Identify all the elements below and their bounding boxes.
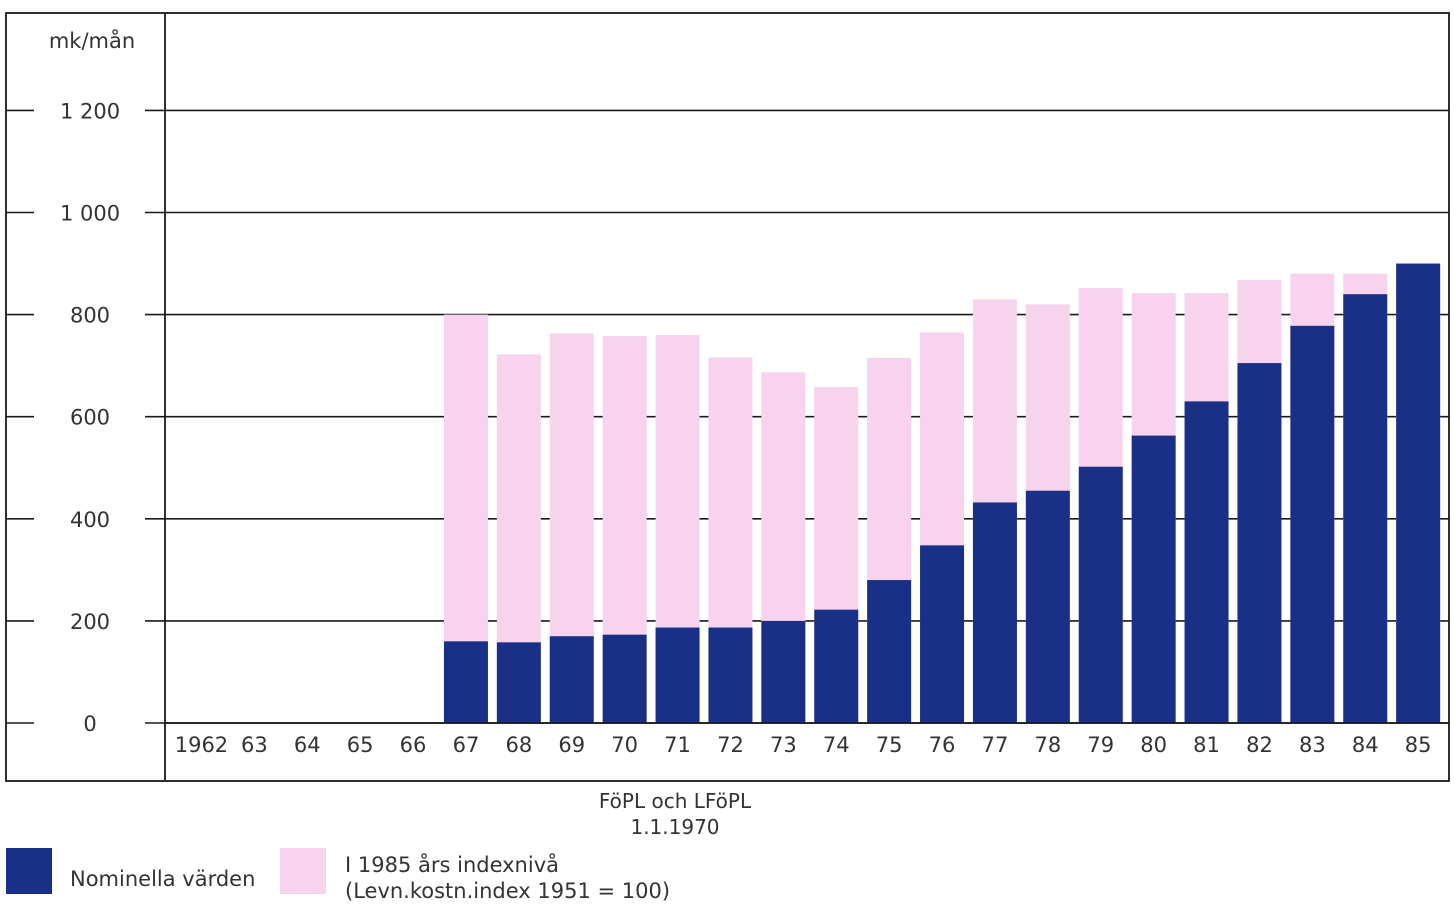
annotation-line-2: 1.1.1970 xyxy=(630,815,720,839)
x-tick-label: 1962 xyxy=(175,733,228,757)
bar-nominal xyxy=(708,627,753,723)
x-tick-label: 73 xyxy=(770,733,797,757)
y-tick-label: 600 xyxy=(70,406,110,430)
legend-label-index-line-2: (Levn.kostn.index 1951 = 100) xyxy=(345,879,671,903)
x-tick-label: 85 xyxy=(1405,733,1432,757)
x-tick-label: 83 xyxy=(1299,733,1326,757)
bar-nominal xyxy=(549,636,594,723)
x-tick-label: 76 xyxy=(929,733,956,757)
bar-nominal xyxy=(972,502,1017,723)
y-tick-label: 0 xyxy=(83,712,96,736)
bar-nominal xyxy=(602,634,647,723)
x-tick-label: 80 xyxy=(1140,733,1167,757)
x-tick-label: 71 xyxy=(664,733,691,757)
x-tick-label: 75 xyxy=(876,733,903,757)
legend-label-nominal: Nominella värden xyxy=(70,867,256,891)
x-tick-label: 72 xyxy=(717,733,744,757)
x-tick-label: 63 xyxy=(241,733,268,757)
x-tick-label: 84 xyxy=(1352,733,1379,757)
y-tick-label: 400 xyxy=(70,508,110,532)
x-tick-label: 78 xyxy=(1034,733,1061,757)
x-tick-labels: 1962 63 64 65 66 67 68 69 70 71 72 73 74 75 76 77 78 79 80… xyxy=(175,733,1432,757)
x-tick-label: 81 xyxy=(1193,733,1220,757)
bar-nominal xyxy=(443,641,488,723)
legend-label-index-line-1: I 1985 års indexnivå xyxy=(345,853,559,877)
bar-nominal xyxy=(496,642,541,723)
annotation: FöPL och LFöPL 1.1.1970 xyxy=(520,788,830,840)
bars xyxy=(443,263,1441,723)
bar-nominal xyxy=(761,620,806,723)
annotation-line-1: FöPL och LFöPL xyxy=(598,789,752,813)
chart-border xyxy=(5,12,1450,782)
bar-nominal xyxy=(1343,294,1388,723)
bar-nominal xyxy=(1184,401,1229,723)
bar-nominal xyxy=(1237,363,1282,723)
bar-nominal xyxy=(1131,435,1176,723)
x-tick-label: 64 xyxy=(294,733,321,757)
bar-nominal xyxy=(655,627,700,723)
bar-nominal xyxy=(867,580,912,723)
y-tick-label: 200 xyxy=(70,610,110,634)
bar-nominal xyxy=(1025,490,1070,723)
bar-nominal xyxy=(814,609,859,723)
y-tick-label: 1 000 xyxy=(60,202,120,226)
bar-nominal xyxy=(1290,325,1335,723)
x-tick-label: 69 xyxy=(558,733,585,757)
y-tick-label: 1 200 xyxy=(60,99,120,123)
x-tick-label: 67 xyxy=(453,733,480,757)
y-tick-labels: 0 200 400 600 800 1 000 1 200 xyxy=(60,99,120,736)
x-tick-label: 79 xyxy=(1087,733,1114,757)
x-tick-label: 82 xyxy=(1246,733,1273,757)
bar-nominal xyxy=(920,545,965,723)
legend-swatch-nominal xyxy=(6,848,52,894)
x-tick-label: 74 xyxy=(823,733,850,757)
bar-nominal xyxy=(1396,263,1441,723)
chart-frame xyxy=(5,12,1450,782)
bar-nominal xyxy=(1078,466,1123,723)
x-tick-label: 66 xyxy=(400,733,427,757)
x-tick-label: 68 xyxy=(505,733,532,757)
legend-swatch-index xyxy=(280,848,326,894)
y-tick-label: 800 xyxy=(70,304,110,328)
x-tick-label: 65 xyxy=(347,733,374,757)
x-tick-label: 77 xyxy=(982,733,1009,757)
x-tick-label: 70 xyxy=(611,733,638,757)
y-axis-unit-label: mk/mån xyxy=(49,28,135,53)
